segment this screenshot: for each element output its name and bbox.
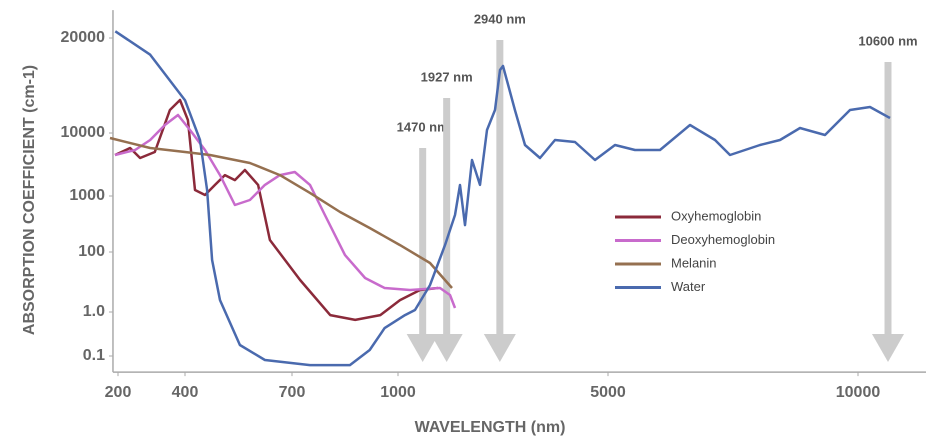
x-tick-label: 5000 [590,384,626,401]
y-tick-label: 20000 [60,29,105,46]
legend-label: Water [671,279,706,294]
arrow-head [872,334,904,362]
y-tick-label: 0.1 [83,347,105,364]
legend-label: Oxyhemoglobin [671,208,761,223]
series-line [114,30,891,367]
series-line [109,136,453,289]
y-tick-label: 1.0 [83,303,105,320]
x-tick-label: 10000 [836,384,881,401]
annotation-label: 1470 nm [397,119,449,134]
annotation-label: 10600 nm [858,33,917,48]
series-line [114,98,439,322]
arrow-head [483,334,516,362]
y-tick-label: 100 [78,243,105,260]
y-tick-label: 1000 [69,187,105,204]
annotation-label: 2940 nm [474,11,526,26]
legend-label: Melanin [671,255,717,270]
y-axis-label: ABSORPTION COEFFICIENT (cm-1) [21,65,38,335]
x-axis-label: WAVELENGTH (nm) [415,419,566,436]
series-line [114,113,457,309]
x-tick-label: 1000 [380,384,416,401]
arrow-head [406,334,439,362]
x-tick-label: 400 [172,384,199,401]
x-tick-label: 700 [279,384,306,401]
x-tick-label: 200 [105,384,132,401]
y-tick-label: 10000 [60,124,105,141]
arrow-head [430,334,463,362]
annotation-label: 1927 nm [421,69,473,84]
legend-label: Deoxyhemoglobin [671,232,775,247]
